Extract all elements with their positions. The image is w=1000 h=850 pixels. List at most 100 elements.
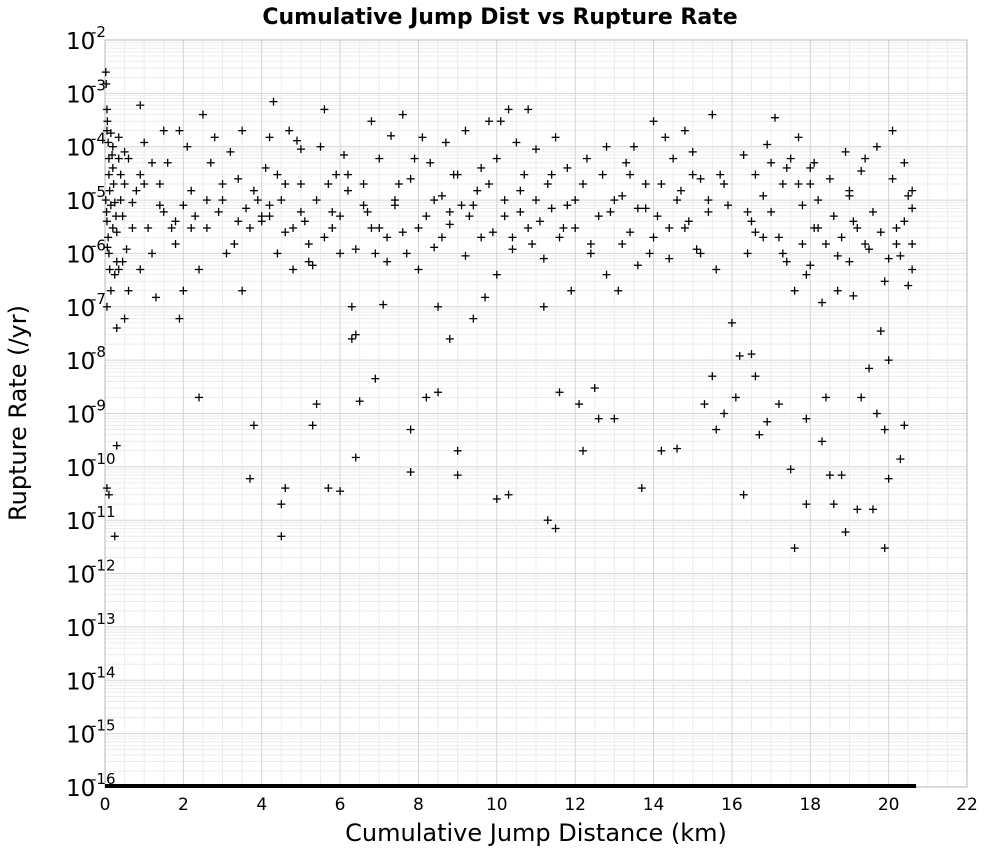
y-tick-exponent: -14: [91, 663, 116, 681]
data-point: [106, 286, 115, 295]
data-point: [249, 421, 258, 430]
data-point: [114, 133, 123, 142]
x-tick-label: 4: [256, 795, 267, 815]
data-point: [806, 261, 815, 270]
data-point: [155, 201, 164, 210]
data-point: [210, 133, 219, 142]
data-point: [532, 196, 540, 205]
data-point: [371, 249, 380, 258]
data-point: [818, 298, 827, 307]
data-point: [884, 356, 893, 365]
data-point: [818, 437, 827, 446]
y-tick-base: 10: [66, 403, 95, 429]
data-point: [453, 446, 462, 455]
data-point: [469, 201, 478, 210]
data-point: [114, 154, 123, 163]
data-point: [669, 154, 678, 163]
data-point: [900, 217, 909, 226]
data-point: [453, 170, 462, 179]
data-point: [688, 170, 697, 179]
data-point: [794, 133, 803, 142]
data-point: [880, 425, 889, 434]
data-point: [453, 471, 462, 480]
data-point: [908, 204, 917, 213]
data-point: [198, 110, 207, 119]
data-point: [230, 240, 239, 249]
data-point: [908, 240, 917, 249]
data-point: [892, 240, 901, 249]
y-tick-label: 10-2: [66, 23, 106, 55]
data-point: [410, 154, 419, 163]
data-point: [101, 68, 110, 77]
x-tick-label: 14: [643, 795, 665, 815]
data-point: [116, 196, 125, 205]
data-point: [175, 314, 184, 323]
data-point: [747, 350, 756, 359]
data-point: [332, 170, 341, 179]
x-axis-label: Cumulative Jump Distance (km): [345, 819, 727, 847]
data-point: [496, 117, 505, 126]
data-point: [575, 400, 584, 409]
data-point: [849, 291, 858, 300]
y-tick-exponent: -5: [91, 183, 106, 201]
data-point: [892, 223, 901, 232]
data-point: [359, 201, 368, 210]
data-point: [102, 105, 111, 114]
data-point: [504, 105, 513, 114]
data-point: [347, 334, 356, 343]
data-point: [249, 186, 258, 195]
y-tick-exponent: -15: [91, 717, 116, 735]
data-point: [118, 212, 127, 221]
y-tick-base: 10: [66, 82, 95, 108]
data-point: [888, 174, 897, 183]
data-point: [304, 257, 313, 266]
data-point: [551, 524, 560, 533]
data-point: [774, 233, 783, 242]
x-tick-label: 10: [486, 795, 508, 815]
grid-lines: [104, 40, 968, 788]
data-point: [484, 117, 493, 126]
data-point: [731, 393, 740, 402]
data-point: [445, 220, 454, 229]
data-point: [763, 140, 772, 149]
y-tick-label: 10-9: [66, 397, 106, 429]
x-tick-label: 8: [413, 795, 424, 815]
data-point: [555, 388, 564, 397]
data-point: [118, 257, 127, 266]
data-point: [626, 170, 635, 179]
data-point: [845, 257, 854, 266]
data-point: [767, 207, 776, 216]
data-point: [853, 505, 862, 514]
data-point: [904, 281, 913, 290]
data-point: [222, 249, 231, 258]
y-tick-label: 10-15: [66, 717, 116, 749]
data-point: [790, 286, 799, 295]
data-point: [520, 170, 529, 179]
data-point: [105, 265, 114, 274]
data-point: [340, 150, 349, 159]
data-point: [637, 484, 646, 493]
data-point: [430, 196, 439, 205]
data-point: [798, 201, 807, 210]
y-tick-exponent: -13: [91, 610, 116, 628]
data-point: [751, 372, 760, 381]
data-point: [896, 251, 905, 260]
data-point: [414, 223, 423, 232]
data-point: [524, 223, 533, 232]
data-point: [579, 180, 588, 189]
data-point: [120, 314, 129, 323]
data-point: [304, 240, 313, 249]
data-point: [300, 217, 309, 226]
data-point: [814, 196, 823, 205]
y-tick-label: 10-3: [66, 76, 106, 108]
data-point: [563, 201, 572, 210]
data-point: [516, 186, 525, 195]
data-point: [103, 117, 112, 126]
data-point: [102, 217, 111, 226]
data-point: [238, 286, 247, 295]
data-point: [759, 191, 768, 200]
data-point: [645, 249, 654, 258]
data-point: [547, 170, 556, 179]
data-point: [136, 170, 145, 179]
data-point: [837, 233, 846, 242]
